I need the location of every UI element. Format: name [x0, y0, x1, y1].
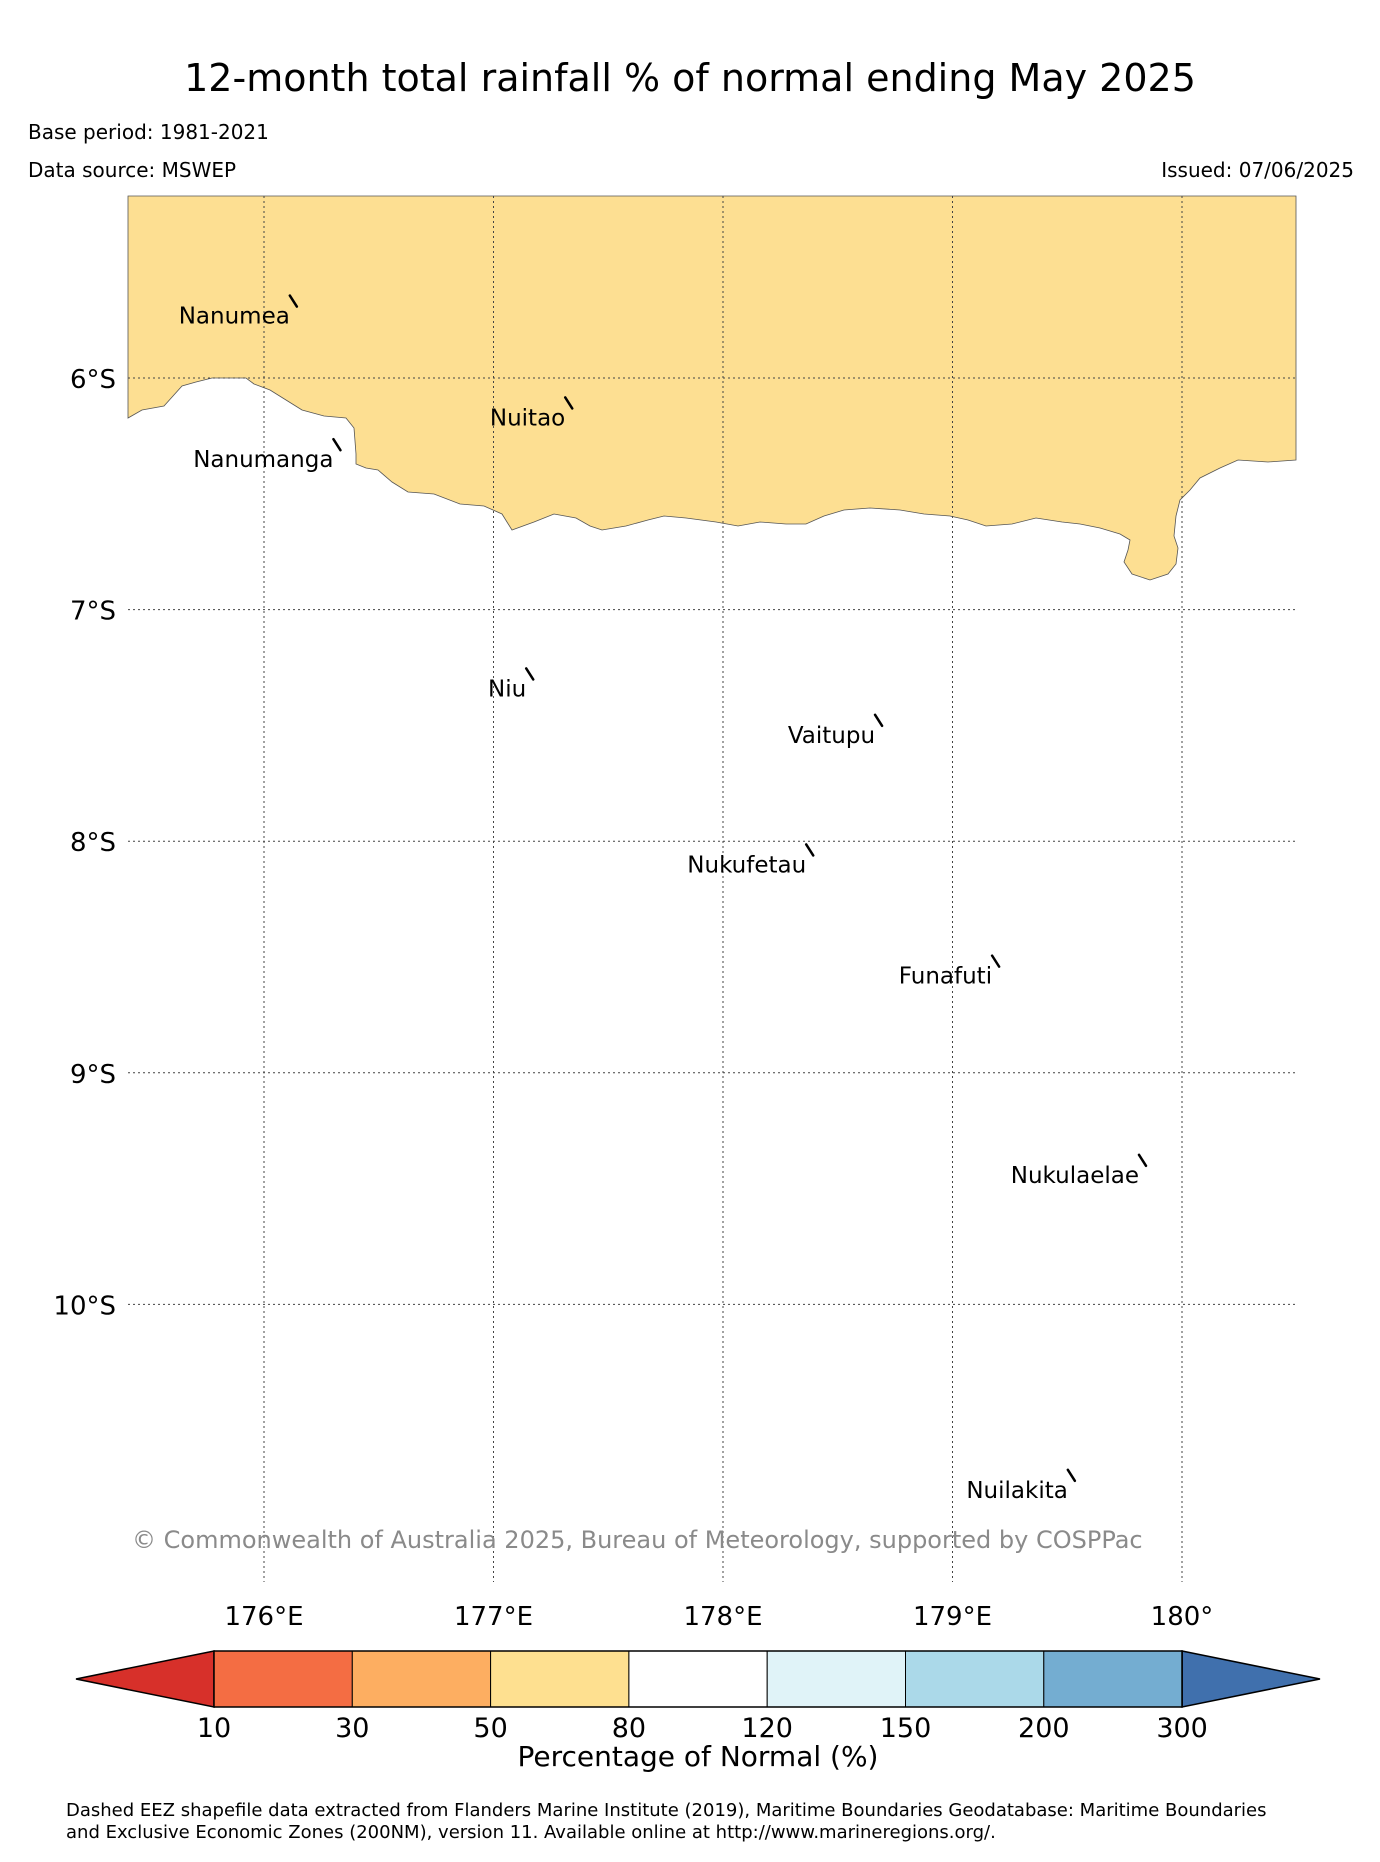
copyright-notice: © Commonwealth of Australia 2025, Bureau… [132, 1526, 1143, 1554]
colorbar-tick-label: 120 [741, 1713, 793, 1744]
island-label: Nukufetau [687, 852, 806, 878]
colorbar-tick-label: 150 [880, 1713, 932, 1744]
longitude-tick-label: 180° [1151, 1602, 1214, 1632]
gridlines [128, 196, 1296, 1582]
colorbar-tick-label: 50 [473, 1713, 507, 1744]
base-period-label: Base period: 1981-2021 [28, 120, 269, 144]
colorbar-bin-30-50 [351, 1650, 492, 1708]
latitude-tick-label: 6°S [70, 365, 116, 395]
longitude-tick-label: 177°E [454, 1602, 533, 1632]
colorbar-bin-120-150 [766, 1650, 907, 1708]
colorbar-bin-50-80 [490, 1650, 630, 1708]
island-label: Nuilakita [966, 1478, 1067, 1504]
island-label: Funafuti [899, 964, 992, 990]
colorbar-bin-200-300 [1043, 1650, 1183, 1708]
island-marker [1066, 1468, 1077, 1483]
island-marker [332, 437, 342, 452]
island-marker [288, 294, 299, 308]
colorbar-bin-150-200 [905, 1650, 1045, 1708]
colorbar-over-triangle [1181, 1650, 1321, 1708]
latitude-tick-label: 7°S [70, 597, 116, 627]
island-marker [804, 843, 815, 857]
island-label: Nanumanga [193, 447, 333, 473]
longitude-tick-label: 178°E [683, 1602, 762, 1632]
latitude-tick-label: 10°S [53, 1291, 116, 1321]
islands: Nanumea Nuitao Nanumanga Niu Vaitupu Nukufeta… [179, 294, 1148, 1504]
longitude-tick-label: 176°E [224, 1602, 303, 1632]
latitude-tick-label: 8°S [70, 828, 116, 858]
shaded-region-50-80 [127, 195, 1297, 581]
colorbar-tick-label: 300 [1156, 1713, 1208, 1744]
footnote: Dashed EEZ shapefile data extracted from… [66, 1800, 1366, 1844]
colorbar-label: Percentage of Normal (%) [518, 1740, 879, 1773]
colorbar-outline [213, 1650, 1183, 1708]
footnote-line-1: Dashed EEZ shapefile data extracted from… [66, 1800, 1267, 1821]
colorbar-tick-label: 10 [197, 1713, 231, 1744]
colorbar: 10 30 50 80 120 150 200 300 [75, 1650, 1321, 1744]
island-marker [1137, 1153, 1148, 1168]
island-label: Niu [488, 676, 526, 702]
island-marker [873, 713, 884, 728]
latitude-labels: 6°S 7°S 8°S 9°S 10°S [53, 365, 116, 1321]
island-marker [524, 667, 535, 681]
latitude-tick-label: 9°S [70, 1060, 116, 1090]
footnote-line-2: and Exclusive Economic Zones (200NM), ve… [66, 1822, 996, 1843]
island-label: Nukulaelae [1011, 1163, 1139, 1189]
colorbar-bin-80-120 [628, 1650, 768, 1708]
data-source-label: Data source: MSWEP [28, 158, 237, 182]
longitude-labels: 176°E 177°E 178°E 179°E 180° [224, 1602, 1213, 1632]
colorbar-tick-label: 200 [1018, 1713, 1070, 1744]
issued-date-label: Issued: 07/06/2025 [1161, 158, 1354, 182]
colorbar-tick-label: 80 [612, 1713, 646, 1744]
island-label: Vaitupu [788, 723, 875, 749]
map-title: 12-month total rainfall % of normal endi… [184, 56, 1196, 100]
island-marker [990, 954, 1001, 968]
colorbar-tick-label: 30 [335, 1713, 369, 1744]
longitude-tick-label: 179°E [913, 1602, 992, 1632]
island-label: Nanumea [179, 304, 290, 330]
island-marker [563, 396, 574, 410]
colorbar-under-triangle [75, 1650, 215, 1708]
island-label: Nuitao [490, 405, 565, 431]
colorbar-bin-10-30 [213, 1650, 353, 1708]
